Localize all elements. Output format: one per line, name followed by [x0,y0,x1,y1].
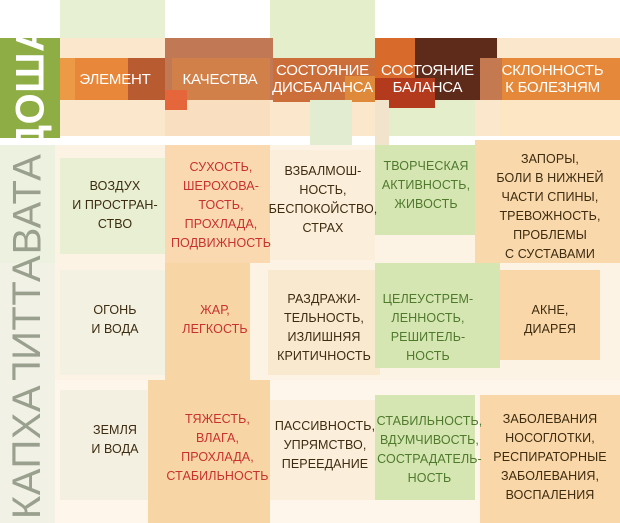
cell-kapha-diseases: ЗАБОЛЕВАНИЯ НОСОГЛОТКИ, РЕСПИРАТОРНЫЕ ЗА… [493,412,607,502]
cell-vata-imbalance: ВЗБАЛМОШ- НОСТЬ, БЕСПОКОЙСТВО, СТРАХ [268,164,378,235]
cell-vata-element: ВОЗДУХ И ПРОСТРАН- СТВО [72,178,158,231]
row-band-pitta [268,270,380,375]
cell-kapha-qualities: ТЯЖЕСТЬ, ВЛАГА, ПРОХЛАДА, СТАБИЛЬНОСТЬ [166,412,269,483]
dosha-label-vata-bg: ВАТА [0,145,55,263]
row-band-vata [475,140,620,263]
row-band-pitta [60,270,170,375]
header-bar-element [55,58,75,100]
dosha-label-pitta-bg: ПИТТА [0,254,55,389]
dosha-label-kapha-bg: КАПХА [0,380,55,523]
cell-vata-diseases: ЗАПОРЫ, БОЛИ В НИЖНЕЙ ЧАСТИ СПИНЫ, ТРЕВО… [496,152,604,261]
cell-vata-balance: ТВОРЧЕСКАЯ АКТИВНОСТЬ, ЖИВОСТЬ [381,158,471,211]
row-band-vata [270,150,375,260]
header-bar-disease [480,58,502,100]
cell-kapha-element: ЗЕМЛЯ И ВОДА [91,423,139,456]
row-band-kapha [270,400,375,500]
row-band-kapha [480,395,620,523]
row-band-pitta [500,270,600,360]
cell-pitta-qualities: ЖАР, ЛЕГКОСТЬ [182,303,248,336]
row-band-vata [165,145,270,263]
dosha-corner-label-bg: ДОША [0,23,60,153]
column-header-diseases: СКЛОННОСТЬ К БОЛЕЗНЯМ [501,62,604,96]
row-band-vata [60,158,165,254]
cell-vata-qualities: СУХОСТЬ, ШЕРОХОВА- ТОСТЬ, ПРОХЛАДА, ПОДВ… [170,159,272,250]
dosha-label-vata: ВАТА [5,153,50,255]
column-header-balance: СОСТОЯНИЕ БАЛАНСА [381,62,474,96]
row-band-pitta [165,263,250,380]
column-header-imbalance: СОСТОЯНИЕ ДИСБАЛАНСА [272,62,373,96]
cell-kapha-balance: СТАБИЛЬНОСТЬ, ВДУМЧИВОСТЬ, СОСТРАДАТЕЛЬ-… [376,414,483,485]
row-band-kapha [148,380,270,523]
row-band-pitta [375,263,500,368]
dosha-label-kapha: КАПХА [5,384,50,519]
cell-pitta-element: ОГОНЬ И ВОДА [91,303,139,336]
header-bar-quality [165,90,187,110]
row-band-kapha [60,390,160,500]
header-bar-imbalance [345,76,375,102]
cell-pitta-imbalance: РАЗДРАЖИ- ТЕЛЬНОСТЬ, ИЗЛИШНЯЯ КРИТИЧНОСТ… [277,292,371,363]
row-band-vata [375,145,475,235]
header-bg-block [270,0,375,60]
cell-kapha-imbalance: ПАССИВНОСТЬ, УПРЯМСТВО, ПЕРЕЕДАНИЕ [274,418,376,471]
cell-pitta-diseases: АКНЕ, ДИАРЕЯ [523,303,577,336]
dosha-corner-label: ДОША [8,22,53,154]
header-bar-quality [172,58,270,100]
header-bar-element [128,58,170,100]
header-bar-disease [480,58,620,100]
cell-pitta-balance: ЦЕЛЕУСТРЕМ- ЛЕННОСТЬ, РЕШИТЕЛЬ- НОСТЬ [382,292,474,363]
header-bg-block [500,100,620,136]
row-band-kapha [375,395,475,500]
column-header-element: ЭЛЕМЕНТ [79,70,151,88]
column-header-qualities: КАЧЕСТВА [182,70,258,88]
header-bg-block [60,0,165,38]
dosha-label-pitta: ПИТТА [5,254,50,389]
